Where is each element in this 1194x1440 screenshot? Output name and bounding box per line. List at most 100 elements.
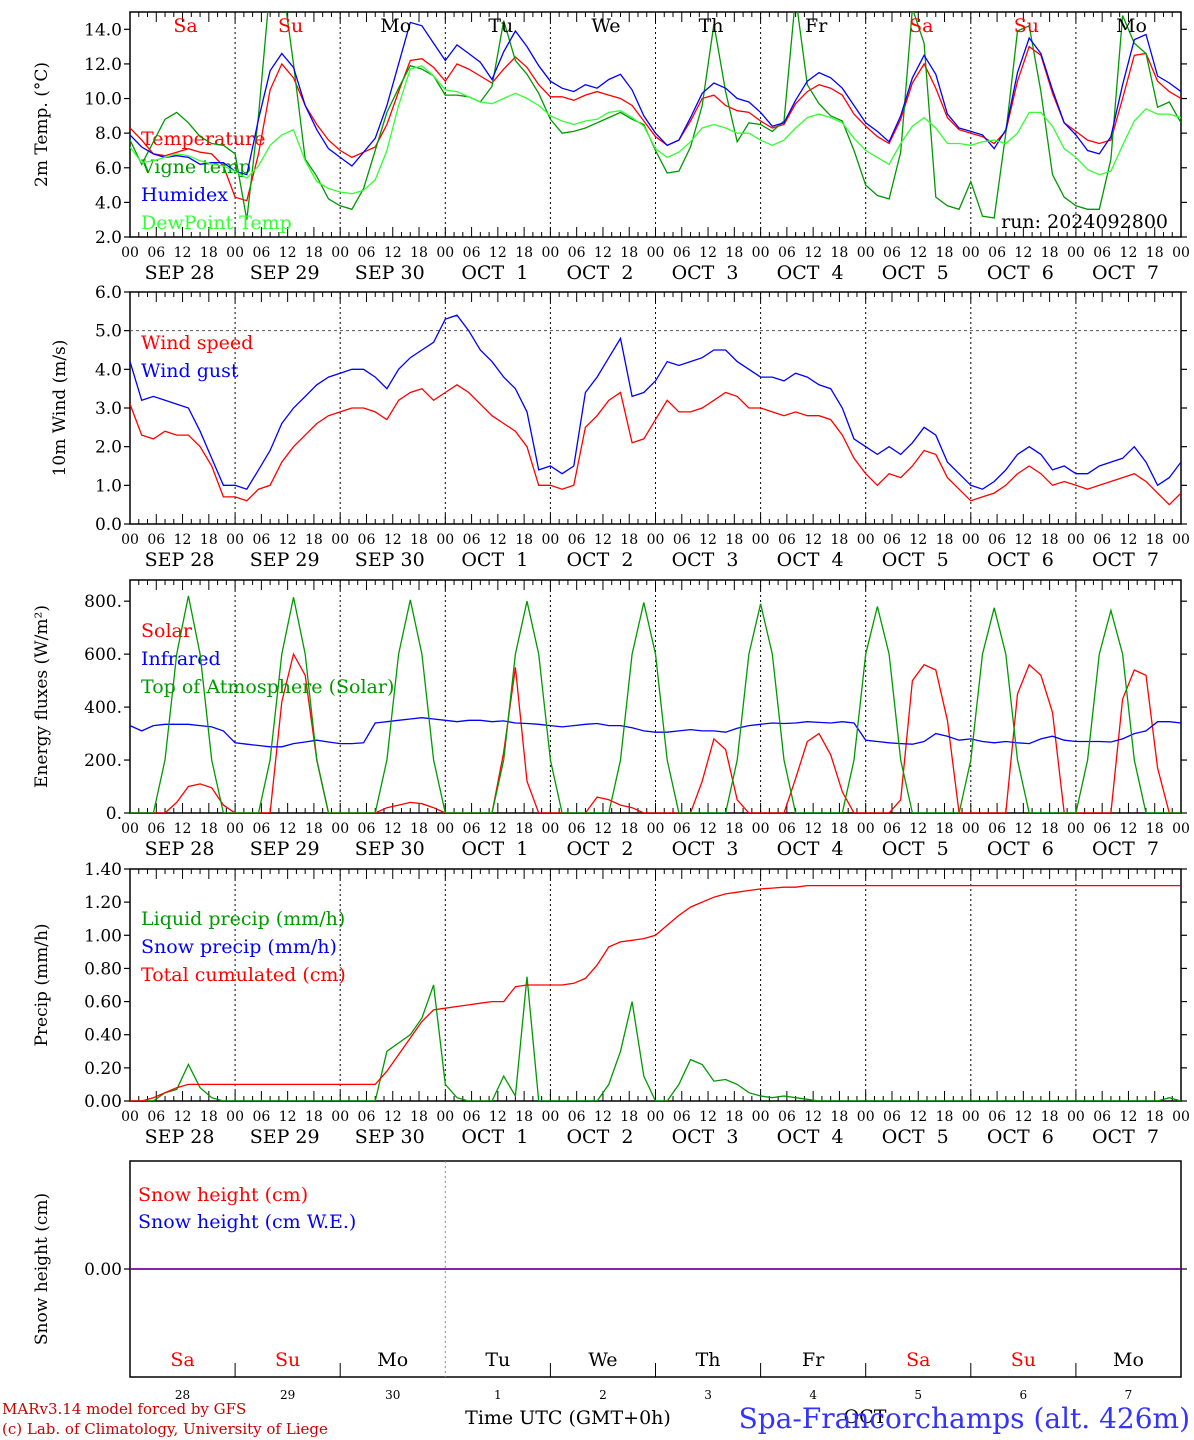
hour-tick-label: 18 xyxy=(725,821,743,837)
hour-tick-label: 06 xyxy=(252,821,270,837)
y-axis-label: Snow height (cm) xyxy=(32,1193,52,1345)
y-tick-label: 3.0 xyxy=(95,399,122,419)
hour-tick-label: 00 xyxy=(647,1109,665,1125)
legend-entry: Snow height (cm) xyxy=(138,1184,308,1206)
date-label: OCT 1 xyxy=(461,262,528,284)
x-axis-label: Time UTC (GMT+0h) xyxy=(465,1407,671,1429)
y-axis-label: 10m Wind (m/s) xyxy=(50,340,70,477)
panel-5: 0.00 Snow height (cm) Snow height (cm) Snow… xyxy=(32,1160,1187,1428)
hour-tick-label: 12 xyxy=(804,821,822,837)
panel-1: 2.0 4.0 6.0 8.0 10.0 12.0 14.0 2m Temp. (°C) 00 0… xyxy=(32,11,1190,284)
hour-tick-label: 18 xyxy=(1146,1109,1164,1125)
hour-tick-label: 06 xyxy=(778,532,796,548)
y-tick-label: 200. xyxy=(84,751,122,771)
hour-tick-label: 06 xyxy=(1093,532,1111,548)
hour-tick-label: 12 xyxy=(1014,245,1032,261)
hour-tick-label: 12 xyxy=(384,532,402,548)
hour-tick-label: 00 xyxy=(436,532,454,548)
hour-tick-label: 12 xyxy=(279,245,297,261)
y-tick-label: 0.80 xyxy=(84,959,122,979)
day-abbr-label: Su xyxy=(278,15,303,37)
hour-tick-label: 06 xyxy=(252,245,270,261)
day-abbr-label: Fr xyxy=(805,15,828,37)
hour-tick-label: 06 xyxy=(1093,1109,1111,1125)
date-label: OCT 6 xyxy=(987,1126,1054,1148)
hour-tick-label: 18 xyxy=(1041,245,1059,261)
hour-tick-label: 06 xyxy=(568,245,586,261)
date-label: OCT 2 xyxy=(566,1126,633,1148)
day-number-label: 6 xyxy=(1020,1388,1028,1402)
date-label: OCT 4 xyxy=(777,549,844,571)
hour-tick-label: 00 xyxy=(541,1109,559,1125)
date-label: OCT 4 xyxy=(777,262,844,284)
hour-tick-label: 18 xyxy=(305,821,323,837)
series-line xyxy=(130,652,1181,813)
day-number-label: 7 xyxy=(1125,1388,1133,1402)
hour-tick-label: 18 xyxy=(620,245,638,261)
hour-tick-label: 00 xyxy=(226,821,244,837)
hour-tick-label: 18 xyxy=(1041,821,1059,837)
hour-tick-label: 18 xyxy=(1146,821,1164,837)
y-axis-label: Precip (mm/h) xyxy=(32,923,52,1046)
hour-tick-label: 18 xyxy=(725,245,743,261)
hour-tick-label: 00 xyxy=(436,245,454,261)
hour-tick-label: 18 xyxy=(936,1109,954,1125)
copyright-credit: (c) Lab. of Climatology, University of L… xyxy=(2,1420,328,1438)
hour-tick-label: 18 xyxy=(725,1109,743,1125)
hour-tick-label: 18 xyxy=(305,532,323,548)
y-tick-label: 12.0 xyxy=(84,55,122,75)
y-tick-label: 0.20 xyxy=(84,1059,122,1079)
hour-tick-label: 12 xyxy=(909,245,927,261)
day-number-label: 29 xyxy=(280,1388,295,1402)
hour-tick-label: 06 xyxy=(673,821,691,837)
day-number-label: 5 xyxy=(914,1388,922,1402)
hour-tick-label: 06 xyxy=(568,532,586,548)
hour-tick-label: 00 xyxy=(647,821,665,837)
hour-tick-label: 00 xyxy=(752,1109,770,1125)
day-abbr-label: Su xyxy=(1014,15,1039,37)
date-label: SEP 29 xyxy=(250,1126,320,1148)
hour-tick-label: 12 xyxy=(1120,245,1138,261)
hour-tick-label: 00 xyxy=(436,821,454,837)
y-tick-label: 2.0 xyxy=(95,228,122,248)
legend-entry: Snow precip (mm/h) xyxy=(141,936,337,958)
hour-tick-label: 00 xyxy=(752,532,770,548)
hour-tick-label: 12 xyxy=(909,1109,927,1125)
hour-tick-label: 18 xyxy=(515,1109,533,1125)
series-line xyxy=(130,717,1181,748)
day-abbr-label: Tu xyxy=(485,1349,510,1371)
month-label: OCT xyxy=(844,1406,887,1428)
hour-tick-label: 06 xyxy=(463,1109,481,1125)
hour-tick-label: 12 xyxy=(174,1109,192,1125)
hour-tick-label: 06 xyxy=(778,821,796,837)
hour-tick-label: 00 xyxy=(436,1109,454,1125)
hour-tick-label: 00 xyxy=(226,245,244,261)
y-tick-label: 800. xyxy=(84,592,122,612)
date-label: OCT 1 xyxy=(461,549,528,571)
hour-tick-label: 00 xyxy=(1067,1109,1085,1125)
hour-tick-label: 12 xyxy=(804,1109,822,1125)
date-label: OCT 3 xyxy=(672,838,739,860)
hour-tick-label: 06 xyxy=(252,1109,270,1125)
hour-tick-label: 18 xyxy=(620,821,638,837)
hour-tick-label: 12 xyxy=(174,245,192,261)
date-label: OCT 1 xyxy=(461,1126,528,1148)
hour-tick-label: 18 xyxy=(515,821,533,837)
date-label: OCT 3 xyxy=(672,262,739,284)
hour-tick-label: 00 xyxy=(541,245,559,261)
hour-tick-label: 00 xyxy=(962,532,980,548)
hour-tick-label: 06 xyxy=(1093,821,1111,837)
hour-tick-label: 00 xyxy=(331,1109,349,1125)
hour-tick-label: 06 xyxy=(988,821,1006,837)
hour-tick-label: 18 xyxy=(831,821,849,837)
hour-tick-label: 18 xyxy=(936,532,954,548)
hour-tick-label: 06 xyxy=(568,1109,586,1125)
hour-tick-label: 06 xyxy=(988,532,1006,548)
hour-tick-label: 12 xyxy=(1014,532,1032,548)
day-number-label: 4 xyxy=(809,1388,817,1402)
day-abbr-label: Th xyxy=(699,15,724,37)
legend-entry: Infrared xyxy=(141,648,221,670)
hour-tick-label: 06 xyxy=(463,245,481,261)
panel-2: 0.0 1.0 2.0 3.0 4.0 5.0 6.0 10m Wind (m/s) 00 06 1… xyxy=(50,283,1190,571)
hour-tick-label: 00 xyxy=(752,245,770,261)
